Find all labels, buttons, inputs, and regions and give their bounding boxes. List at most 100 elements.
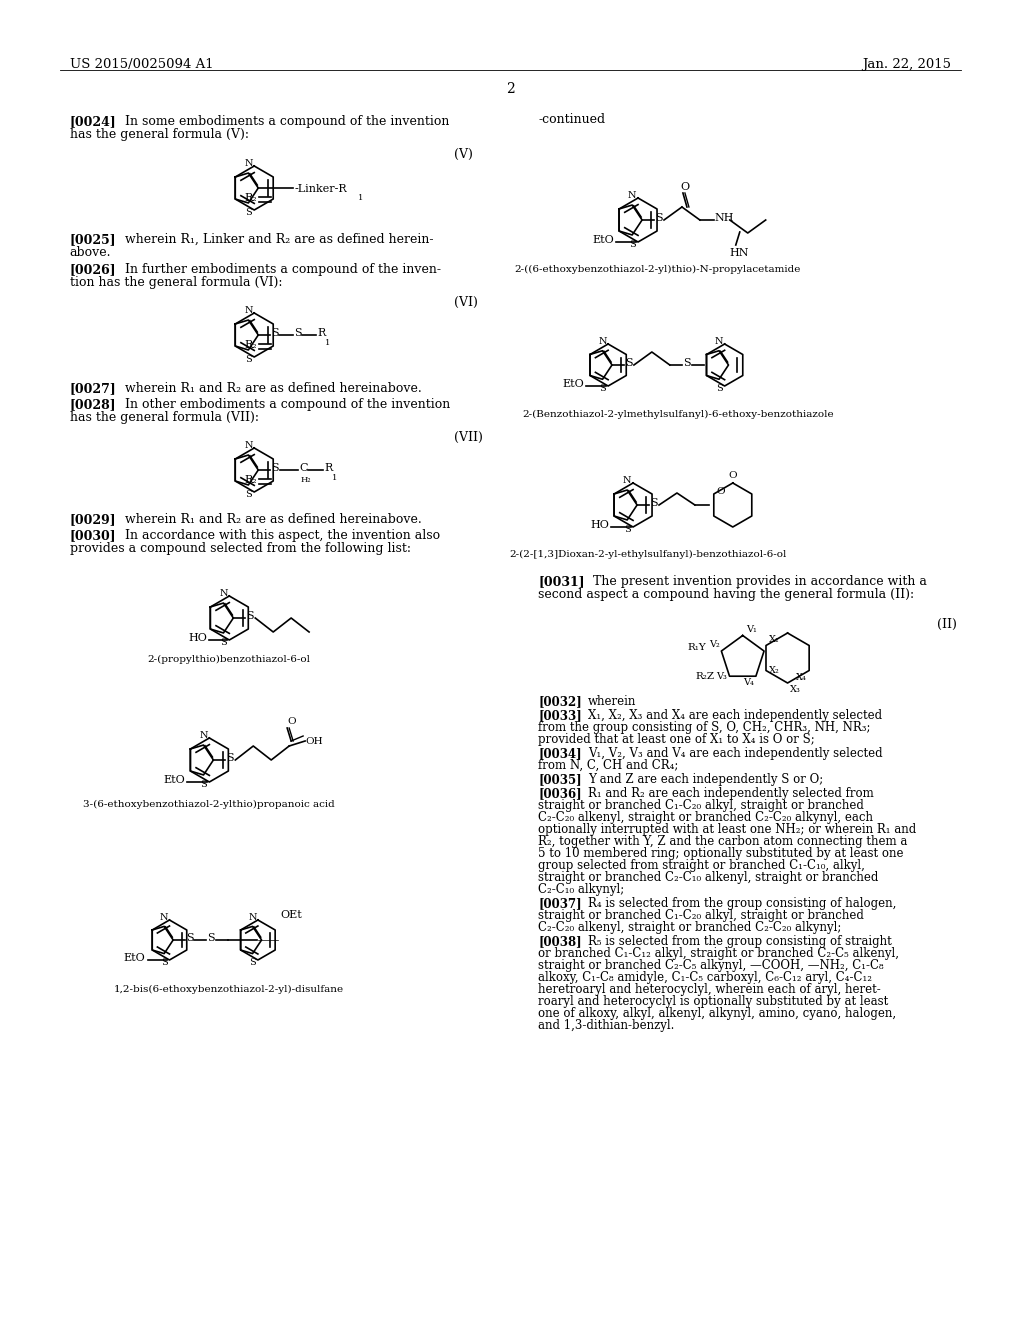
Text: -continued: -continued <box>539 114 605 125</box>
Text: N: N <box>628 191 637 201</box>
Text: US 2015/0025094 A1: US 2015/0025094 A1 <box>70 58 213 71</box>
Text: [0036]: [0036] <box>539 787 582 800</box>
Text: X₂: X₂ <box>769 667 779 675</box>
Text: O: O <box>717 487 725 496</box>
Text: [0034]: [0034] <box>539 747 582 760</box>
Text: or branched C₁-C₁₂ alkyl, straight or branched C₂-C₅ alkenyl,: or branched C₁-C₁₂ alkyl, straight or br… <box>539 946 899 960</box>
Text: S: S <box>200 780 207 789</box>
Text: 2: 2 <box>506 82 515 96</box>
Text: tion has the general formula (VI):: tion has the general formula (VI): <box>70 276 283 289</box>
Text: N: N <box>219 589 227 598</box>
Text: S: S <box>625 358 633 368</box>
Text: C₂-C₂₀ alkenyl, straight or branched C₂-C₂₀ alkynyl;: C₂-C₂₀ alkenyl, straight or branched C₂-… <box>539 921 842 935</box>
Text: and 1,3-dithian-benzyl.: and 1,3-dithian-benzyl. <box>539 1019 675 1032</box>
Text: [0030]: [0030] <box>70 529 117 543</box>
Text: optionally interrupted with at least one NH₂; or wherein R₁ and: optionally interrupted with at least one… <box>539 822 916 836</box>
Text: C₂-C₁₀ alkynyl;: C₂-C₁₀ alkynyl; <box>539 883 625 896</box>
Text: [0035]: [0035] <box>539 774 582 785</box>
Text: S: S <box>629 240 636 248</box>
Text: V₁: V₁ <box>745 624 757 634</box>
Text: S: S <box>186 933 194 942</box>
Text: (V): (V) <box>454 148 472 161</box>
Text: N: N <box>249 913 257 921</box>
Text: S: S <box>245 355 252 364</box>
Text: [0025]: [0025] <box>70 234 117 246</box>
Text: [0026]: [0026] <box>70 263 117 276</box>
Text: 2-(Benzothiazol-2-ylmethylsulfanyl)-6-ethoxy-benzothiazole: 2-(Benzothiazol-2-ylmethylsulfanyl)-6-et… <box>522 411 834 420</box>
Text: V₄: V₄ <box>743 678 754 688</box>
Text: S: S <box>716 384 723 393</box>
Text: O: O <box>728 471 737 480</box>
Text: In further embodiments a compound of the inven-: In further embodiments a compound of the… <box>125 263 440 276</box>
Text: EtO: EtO <box>124 953 145 964</box>
Text: R₂Z: R₂Z <box>695 672 715 681</box>
Text: R₂: R₂ <box>245 341 257 350</box>
Text: R₂: R₂ <box>245 475 257 484</box>
Text: R₂: R₂ <box>245 193 257 203</box>
Text: has the general formula (V):: has the general formula (V): <box>70 128 249 141</box>
Text: S: S <box>161 958 168 968</box>
Text: (VII): (VII) <box>454 432 482 444</box>
Text: C: C <box>299 463 307 473</box>
Text: X₁, X₂, X₃ and X₄ are each independently selected: X₁, X₂, X₃ and X₄ are each independently… <box>588 709 883 722</box>
Text: 1: 1 <box>332 474 337 482</box>
Text: alkoxy, C₁-C₈ amidyle, C₁-C₅ carboxyl, C₆-C₁₂ aryl, C₄-C₁₂: alkoxy, C₁-C₈ amidyle, C₁-C₅ carboxyl, C… <box>539 972 872 983</box>
Text: S: S <box>294 327 302 338</box>
Text: S: S <box>226 752 233 763</box>
Text: HO: HO <box>188 634 208 643</box>
Text: has the general formula (VII):: has the general formula (VII): <box>70 411 259 424</box>
Text: V₁, V₂, V₃ and V₄ are each independently selected: V₁, V₂, V₃ and V₄ are each independently… <box>588 747 883 760</box>
Text: wherein: wherein <box>588 696 637 708</box>
Text: heretroaryl and heterocyclyl, wherein each of aryl, heret-: heretroaryl and heterocyclyl, wherein ea… <box>539 983 881 997</box>
Text: EtO: EtO <box>592 235 614 246</box>
Text: R₄ is selected from the group consisting of halogen,: R₄ is selected from the group consisting… <box>588 898 897 909</box>
Text: In some embodiments a compound of the invention: In some embodiments a compound of the in… <box>125 115 449 128</box>
Text: In other embodiments a compound of the invention: In other embodiments a compound of the i… <box>125 399 450 411</box>
Text: 2-(2-[1,3]Dioxan-2-yl-ethylsulfanyl)-benzothiazol-6-ol: 2-(2-[1,3]Dioxan-2-yl-ethylsulfanyl)-ben… <box>509 550 786 560</box>
Text: O: O <box>287 717 296 726</box>
Text: second aspect a compound having the general formula (II):: second aspect a compound having the gene… <box>539 587 914 601</box>
Text: roaryl and heterocyclyl is optionally substituted by at least: roaryl and heterocyclyl is optionally su… <box>539 995 889 1008</box>
Text: OEt: OEt <box>281 909 302 920</box>
Text: S: S <box>624 525 631 533</box>
Text: (II): (II) <box>937 618 957 631</box>
Text: R₁Y: R₁Y <box>688 643 707 652</box>
Text: S: S <box>247 611 254 620</box>
Text: one of alkoxy, alkyl, alkenyl, alkynyl, amino, cyano, halogen,: one of alkoxy, alkyl, alkenyl, alkynyl, … <box>539 1007 896 1020</box>
Text: V₃: V₃ <box>716 672 727 681</box>
Text: 5 to 10 membered ring; optionally substituted by at least one: 5 to 10 membered ring; optionally substi… <box>539 847 904 861</box>
Text: N: N <box>244 441 253 450</box>
Text: R₂, together with Y, Z and the carbon atom connecting them a: R₂, together with Y, Z and the carbon at… <box>539 836 907 847</box>
Text: [0038]: [0038] <box>539 935 582 948</box>
Text: [0031]: [0031] <box>539 576 585 587</box>
Text: N: N <box>244 160 253 168</box>
Text: [0027]: [0027] <box>70 381 117 395</box>
Text: O: O <box>680 182 689 191</box>
Text: [0024]: [0024] <box>70 115 117 128</box>
Text: -Linker-R: -Linker-R <box>294 183 347 194</box>
Text: 1,2-bis(6-ethoxybenzothiazol-2-yl)-disulfane: 1,2-bis(6-ethoxybenzothiazol-2-yl)-disul… <box>115 985 344 994</box>
Text: S: S <box>245 207 252 216</box>
Text: R₁ and R₂ are each independently selected from: R₁ and R₂ are each independently selecte… <box>588 787 873 800</box>
Text: provides a compound selected from the following list:: provides a compound selected from the fo… <box>70 543 411 554</box>
Text: S: S <box>655 213 663 223</box>
Text: [0028]: [0028] <box>70 399 117 411</box>
Text: S: S <box>683 358 690 368</box>
Text: [0037]: [0037] <box>539 898 582 909</box>
Text: S: S <box>271 463 279 473</box>
Text: straight or branched C₂-C₁₀ alkenyl, straight or branched: straight or branched C₂-C₁₀ alkenyl, str… <box>539 871 879 884</box>
Text: group selected from straight or branched C₁-C₁₀, alkyl,: group selected from straight or branched… <box>539 859 865 873</box>
Text: V₂: V₂ <box>709 640 720 649</box>
Text: S: S <box>207 933 215 942</box>
Text: HO: HO <box>590 520 609 531</box>
Text: In accordance with this aspect, the invention also: In accordance with this aspect, the inve… <box>125 529 439 543</box>
Text: S: S <box>650 498 657 508</box>
Text: 3-(6-ethoxybenzothiazol-2-ylthio)propanoic acid: 3-(6-ethoxybenzothiazol-2-ylthio)propano… <box>84 800 335 809</box>
Text: 2-(propylthio)benzothiazol-6-ol: 2-(propylthio)benzothiazol-6-ol <box>147 655 311 664</box>
Text: above.: above. <box>70 246 112 259</box>
Text: Jan. 22, 2015: Jan. 22, 2015 <box>862 58 951 71</box>
Text: S: S <box>599 384 606 393</box>
Text: N: N <box>160 913 168 921</box>
Text: N: N <box>200 731 208 741</box>
Text: R: R <box>324 463 333 473</box>
